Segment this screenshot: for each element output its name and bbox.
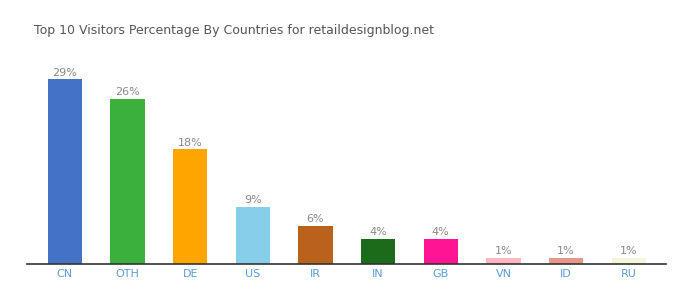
Text: 4%: 4% [432, 226, 449, 237]
Text: 1%: 1% [620, 246, 638, 256]
Bar [173, 149, 207, 264]
Text: 1%: 1% [494, 246, 512, 256]
Text: 29%: 29% [52, 68, 78, 77]
Text: 4%: 4% [369, 226, 387, 237]
Bar [235, 207, 270, 264]
Text: 1%: 1% [558, 246, 575, 256]
Bar [361, 238, 395, 264]
Bar [549, 258, 583, 264]
Text: Top 10 Visitors Percentage By Countries for retaildesignblog.net: Top 10 Visitors Percentage By Countries … [33, 24, 434, 37]
Bar [486, 258, 521, 264]
Bar [424, 238, 458, 264]
Bar [110, 98, 145, 264]
Text: 6%: 6% [307, 214, 324, 224]
Bar [48, 80, 82, 264]
Text: 9%: 9% [244, 195, 262, 205]
Bar [299, 226, 333, 264]
Text: 18%: 18% [177, 137, 203, 148]
Bar [611, 258, 646, 264]
Text: 26%: 26% [115, 87, 140, 97]
